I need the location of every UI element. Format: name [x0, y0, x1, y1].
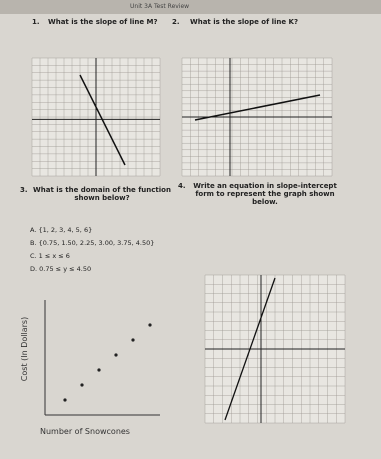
question-number: 1. [32, 18, 40, 26]
question-text: What is the slope of line M? [48, 18, 158, 26]
question-number: 2. [172, 18, 180, 26]
line-4 [224, 277, 276, 421]
line-k [194, 94, 321, 121]
point [80, 383, 84, 387]
grid-m [31, 57, 161, 177]
grid-4 [204, 274, 346, 424]
line-m [79, 74, 126, 166]
point [148, 323, 152, 327]
question-text: Write an equation in slope-intercept for… [193, 182, 337, 206]
answer-option: B. {0.75, 1.50, 2.25, 3.00, 3.75, 4.50} [30, 239, 155, 247]
question-text: What is the slope of line K? [190, 18, 299, 26]
answer-option: C. 1 ≤ x ≤ 6 [30, 252, 70, 260]
top-band [0, 0, 381, 14]
answer-option: D. 0.75 ≤ y ≤ 4.50 [30, 265, 92, 273]
point [63, 398, 67, 402]
header-title: Unit 3A Test Review [130, 3, 190, 10]
answer-option: A. {1, 2, 3, 4, 5, 6} [30, 226, 93, 234]
x-axis-label: Number of Snowcones [40, 427, 130, 436]
question-text: What is the domain of the function shown… [33, 186, 171, 202]
grid-k [181, 57, 333, 177]
question-number: 3. [20, 186, 28, 194]
point [114, 353, 118, 357]
scatter-points [63, 323, 152, 402]
point [131, 338, 135, 342]
question-number: 4. [178, 182, 186, 190]
point [97, 368, 101, 372]
